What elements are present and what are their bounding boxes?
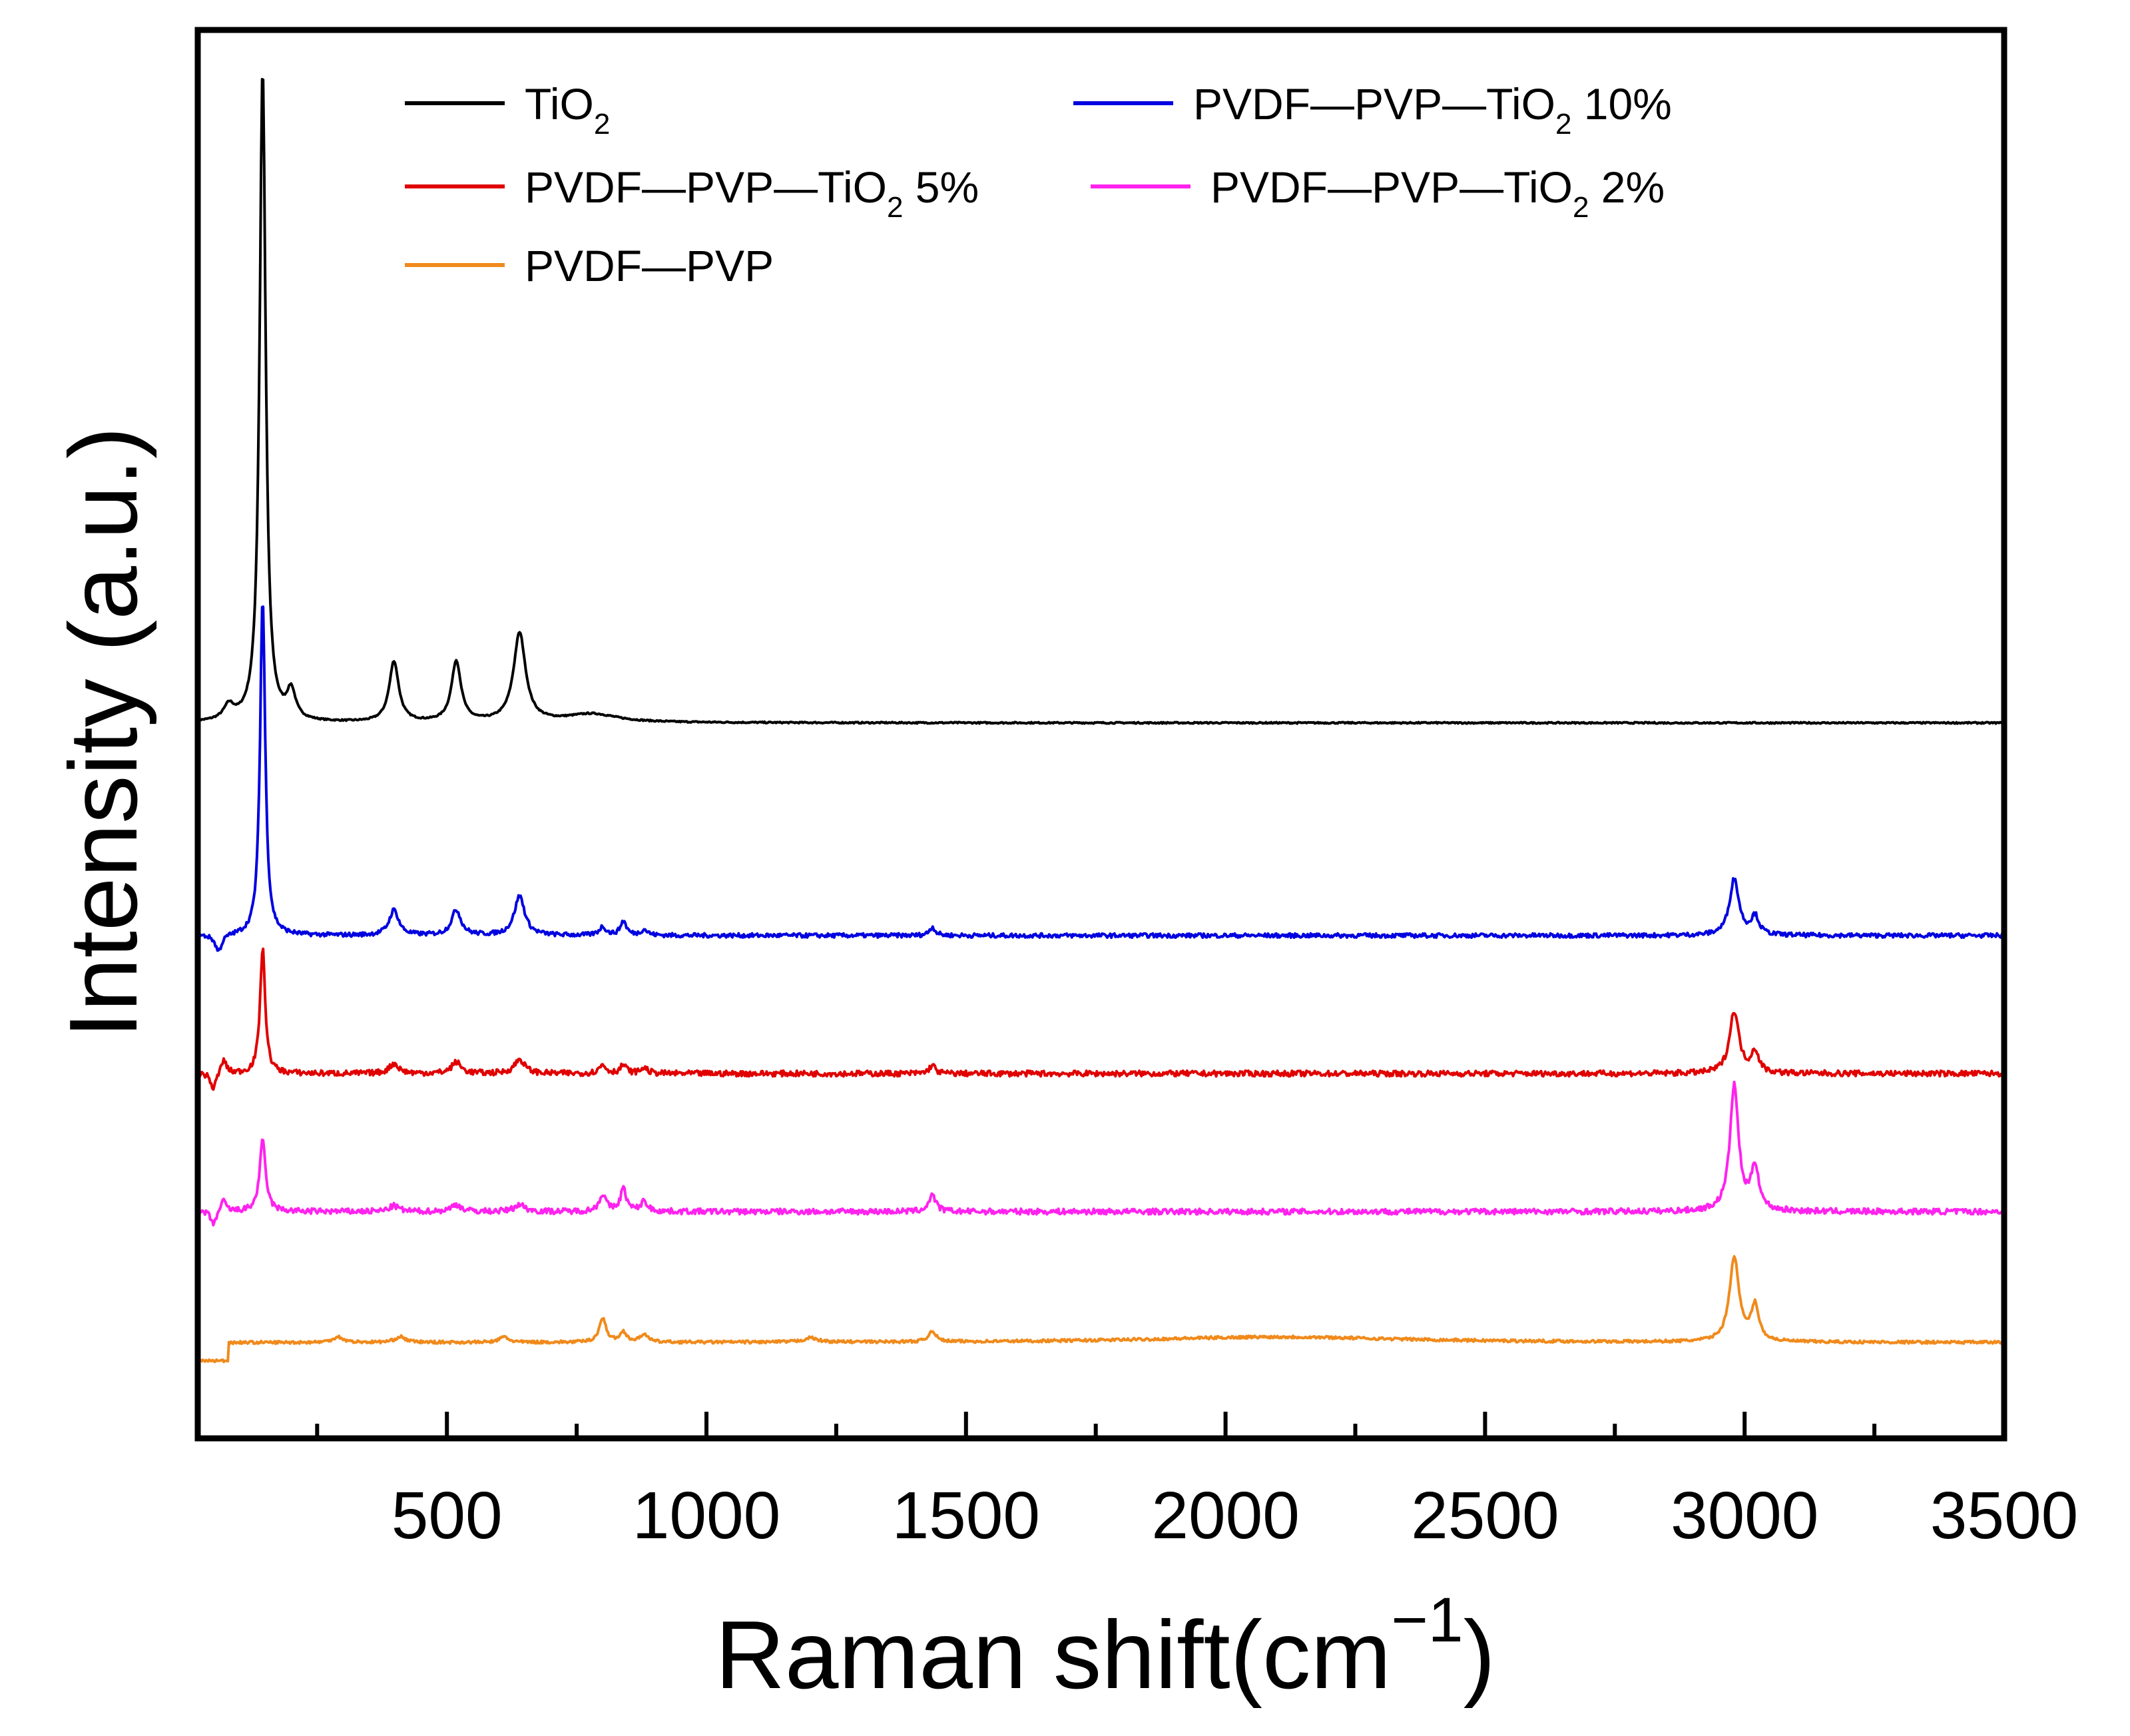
x-tick-label: 1000: [633, 1478, 780, 1553]
legend-label: PVDF—PVP—TiO2 2%: [1210, 162, 1665, 224]
legend-entry: PVDF—PVP—TiO2 10%: [1073, 79, 1672, 141]
legend-entry: TiO2: [405, 79, 610, 141]
x-tick-label: 500: [392, 1478, 503, 1553]
legend-label: PVDF—PVP—TiO2 5%: [525, 162, 979, 224]
series-line-4: [196, 1255, 2005, 1364]
x-tick-label: 3000: [1671, 1478, 1818, 1553]
y-axis-title: Intensity (a.u.): [49, 427, 157, 1039]
legend-entry: PVDF—PVP—TiO2 2%: [1091, 162, 1665, 224]
x-tick-label: 1500: [892, 1478, 1040, 1553]
series-line-2: [196, 947, 2005, 1091]
legend-label: PVDF—PVP—TiO2 10%: [1193, 79, 1672, 141]
series-line-1: [196, 605, 2005, 952]
legend-entry: PVDF—PVP—TiO2 5%: [405, 162, 979, 224]
x-tick-label: 3500: [1930, 1478, 2078, 1553]
x-tick-label: 2000: [1151, 1478, 1299, 1553]
series-line-3: [197, 1080, 2005, 1227]
legend-entry: PVDF—PVP: [405, 241, 774, 290]
series-line-0: [196, 78, 2005, 725]
plot-frame: [194, 27, 2007, 1442]
plot-area: [196, 78, 2005, 1364]
legend: TiO2 PVDF—PVP—TiO2 10% PVDF—PVP—TiO2 5% PVD…: [405, 79, 1672, 290]
x-axis-title: Raman shift(cm−1): [715, 1585, 1495, 1709]
x-tick-label: 2500: [1411, 1478, 1559, 1553]
legend-label: PVDF—PVP: [525, 241, 774, 290]
legend-label: TiO2: [525, 79, 610, 141]
x-axis-ticks: 500 1000 1500 2000 2500 3000 3500: [315, 1412, 2078, 1553]
